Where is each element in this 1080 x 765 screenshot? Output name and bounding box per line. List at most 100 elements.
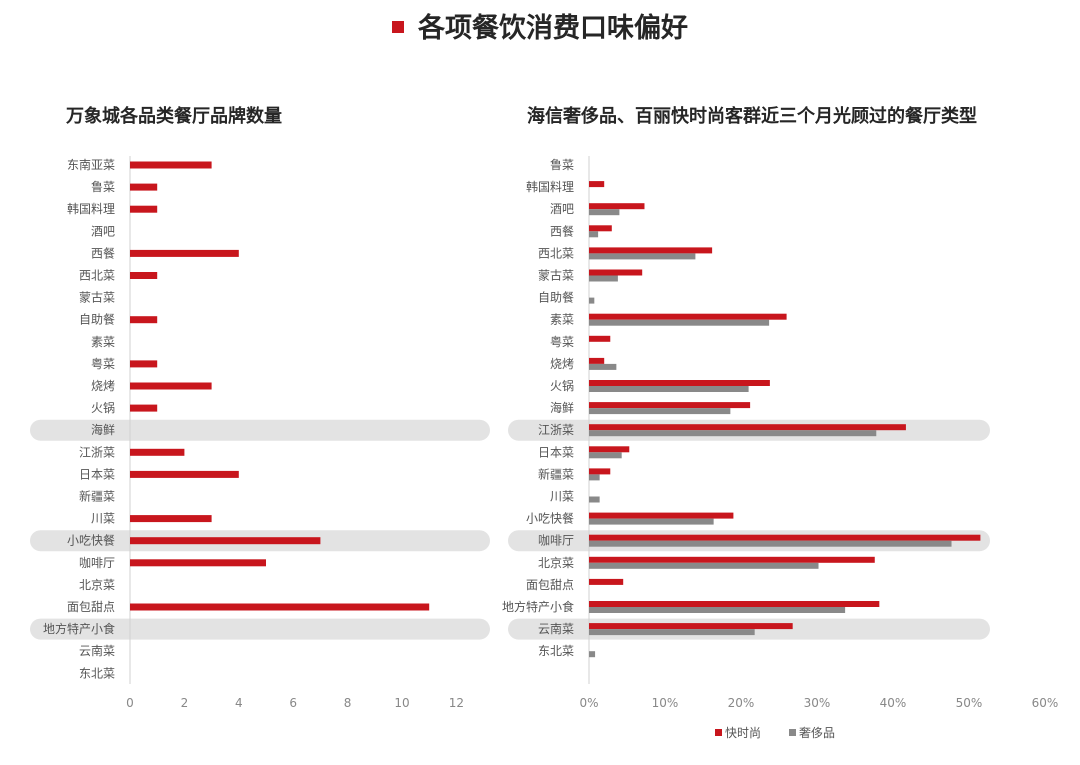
- right-bar-fast-fashion: [589, 380, 770, 386]
- right-category-label: 西北菜: [538, 246, 574, 260]
- right-bar-fast-fashion: [589, 534, 981, 541]
- left-category-label: 云南菜: [79, 643, 115, 658]
- right-bar-luxury: [589, 319, 770, 326]
- left-category-label: 西北菜: [79, 269, 115, 283]
- left-x-tick: 12: [449, 696, 464, 710]
- right-category-label: 素菜: [550, 313, 574, 327]
- right-bar-luxury: [589, 452, 622, 459]
- right-chart-title: 海信奢侈品、百丽快时尚客群近三个月光顾过的餐厅类型: [527, 105, 977, 127]
- right-bar-luxury: [589, 562, 819, 569]
- right-bar-luxury: [589, 231, 599, 238]
- left-category-label: 火锅: [91, 400, 115, 415]
- right-category-label: 咖啡厅: [538, 533, 574, 548]
- left-bar: [130, 183, 158, 191]
- right-category-label: 酒吧: [550, 202, 574, 216]
- right-x-tick: 30%: [804, 696, 831, 710]
- right-bar-fast-fashion: [589, 225, 612, 232]
- left-category-label: 韩国料理: [67, 201, 115, 216]
- right-category-label: 粤菜: [550, 334, 574, 349]
- right-bar-luxury: [589, 363, 617, 370]
- page-title-text: 各项餐饮消费口味偏好: [418, 13, 688, 44]
- right-bar-fast-fashion: [589, 181, 605, 188]
- right-category-label: 蒙古菜: [538, 268, 574, 283]
- right-bar-fast-fashion: [589, 623, 793, 630]
- right-category-label: 江浙菜: [538, 423, 574, 437]
- left-bar: [130, 404, 158, 412]
- right-category-label: 韩国料理: [526, 179, 574, 194]
- right-bar-fast-fashion: [589, 578, 624, 585]
- left-bar: [130, 360, 158, 368]
- right-bar-luxury: [589, 629, 755, 636]
- right-x-tick: 0%: [579, 696, 598, 710]
- left-x-tick: 8: [344, 696, 352, 710]
- right-bar-luxury: [589, 209, 620, 216]
- left-bar: [130, 316, 158, 324]
- page-title: 各项餐饮消费口味偏好: [0, 6, 1080, 45]
- left-bar: [130, 161, 212, 169]
- right-category-label: 地方特产小食: [502, 599, 574, 614]
- right-category-label: 鲁菜: [550, 158, 574, 172]
- right-x-tick: 10%: [652, 696, 679, 710]
- right-bar-luxury: [589, 408, 731, 415]
- left-category-label: 东北菜: [79, 666, 115, 680]
- left-bar: [130, 205, 158, 213]
- right-bar-luxury: [589, 253, 696, 260]
- left-bar: [130, 537, 321, 545]
- right-bar-fast-fashion: [589, 601, 880, 607]
- right-bar-fast-fashion: [589, 203, 645, 210]
- right-bar-fast-fashion: [589, 556, 875, 563]
- right-bar-fast-fashion: [589, 313, 787, 320]
- left-highlight-band: [30, 419, 490, 441]
- left-category-label: 酒吧: [91, 224, 115, 238]
- left-x-tick: 0: [126, 696, 134, 710]
- left-bar: [130, 603, 430, 611]
- legend-label-fast-fashion: 快时尚: [725, 726, 761, 740]
- right-x-tick: 60%: [1032, 696, 1059, 710]
- right-category-label: 新疆菜: [538, 466, 574, 481]
- right-category-label: 自助餐: [538, 290, 574, 305]
- right-bar-luxury: [589, 297, 595, 304]
- right-bar-fast-fashion: [589, 357, 605, 364]
- right-x-tick: 20%: [728, 696, 755, 710]
- left-category-label: 日本菜: [79, 467, 115, 481]
- left-category-label: 咖啡厅: [79, 555, 115, 570]
- left-category-label: 西餐: [91, 245, 115, 260]
- left-category-label: 江浙菜: [79, 445, 115, 459]
- right-bar-fast-fashion: [589, 424, 906, 431]
- left-category-label: 素菜: [91, 335, 115, 349]
- right-category-label: 火锅: [550, 378, 574, 393]
- right-bar-luxury: [589, 540, 952, 547]
- left-bar: [130, 515, 212, 523]
- right-bar-fast-fashion: [589, 269, 643, 276]
- right-bar-luxury: [589, 607, 846, 613]
- right-bar-luxury: [589, 275, 618, 282]
- right-bar-fast-fashion: [589, 512, 734, 519]
- legend-swatch-fast-fashion: [715, 729, 722, 736]
- right-bar-luxury: [589, 518, 714, 525]
- right-bar-fast-fashion: [589, 402, 751, 409]
- right-x-tick: 40%: [880, 696, 907, 710]
- left-bar: [130, 559, 266, 567]
- left-category-label: 自助餐: [79, 312, 115, 327]
- left-category-label: 小吃快餐: [67, 533, 115, 548]
- left-category-label: 烧烤: [91, 378, 115, 393]
- right-category-label: 云南菜: [538, 621, 574, 636]
- right-bar-luxury: [589, 430, 877, 437]
- title-square-icon: [392, 20, 404, 33]
- right-bar-fast-fashion: [589, 247, 713, 254]
- right-bar-fast-fashion: [589, 446, 630, 453]
- right-x-tick: 50%: [956, 696, 983, 710]
- right-bar-luxury: [589, 386, 749, 392]
- left-category-label: 蒙古菜: [79, 290, 115, 305]
- right-bar-fast-fashion: [589, 468, 611, 475]
- left-bar: [130, 448, 185, 456]
- right-bar-fast-fashion: [589, 335, 611, 342]
- left-x-tick: 6: [289, 696, 297, 710]
- left-category-label: 海鲜: [91, 422, 115, 437]
- left-category-label: 北京菜: [79, 578, 115, 592]
- right-category-label: 东北菜: [538, 644, 574, 658]
- right-category-label: 日本菜: [538, 445, 574, 459]
- left-bar: [130, 249, 239, 257]
- left-x-tick: 2: [181, 696, 189, 710]
